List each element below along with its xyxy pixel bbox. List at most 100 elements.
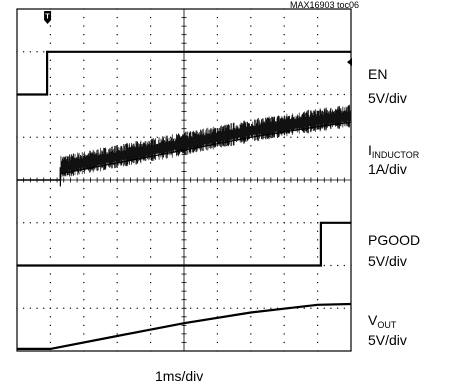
grid-dot [216, 256, 218, 258]
grid-dot [263, 136, 265, 138]
grid-dot [96, 222, 98, 224]
grid-dot [16, 136, 18, 138]
grid-dot [317, 25, 319, 27]
grid-dot [276, 222, 279, 224]
grid-dot [283, 324, 285, 326]
grid-dot [210, 222, 212, 224]
grid-dot [317, 145, 319, 147]
grid-dot [250, 222, 252, 224]
grid-dot [49, 316, 51, 318]
grid-dot [223, 93, 225, 96]
grid-dot [283, 162, 285, 164]
grid-dot [43, 222, 45, 224]
grid-dot [317, 162, 319, 164]
grid-dot [123, 222, 125, 224]
grid-dot [49, 230, 51, 232]
grid-dot [216, 42, 218, 44]
grid-dot [317, 341, 319, 344]
grid-dot [283, 93, 285, 96]
grid-dot [116, 324, 118, 326]
grid-dot [23, 51, 25, 53]
grid-dot [263, 222, 265, 224]
grid-dot [216, 239, 218, 241]
grid-dot [56, 222, 58, 224]
grid-dot [317, 247, 319, 249]
grid-dot [216, 222, 218, 224]
grid-dot [83, 196, 85, 198]
grid-dot [330, 93, 332, 96]
grid-dot [317, 93, 319, 96]
grid-dot [76, 93, 78, 96]
grid-dot [83, 136, 85, 138]
grid-dot [116, 93, 118, 96]
grid-dot [216, 34, 218, 36]
grid-dot [303, 222, 305, 224]
grid-dot [83, 247, 85, 249]
grid-dot [123, 93, 125, 96]
grid-dot [49, 42, 51, 44]
grid-dot [150, 34, 152, 36]
grid-dot [76, 222, 78, 224]
grid-dot [317, 16, 319, 19]
grid-dot [190, 307, 192, 309]
trace-pgood [17, 221, 351, 267]
grid-dot [89, 93, 92, 96]
grid-dot [83, 290, 85, 292]
grid-dot [163, 307, 165, 309]
grid-dot [89, 136, 92, 138]
grid-dot [83, 145, 85, 147]
grid-dot [83, 42, 85, 44]
grid-dot [49, 128, 51, 130]
grid-dot [230, 222, 232, 224]
oscilloscope-traces [17, 50, 352, 350]
grid-dot [290, 93, 292, 96]
grid-dot [116, 170, 118, 173]
grid-dot [116, 239, 118, 241]
channel-scale-vout: 5V/div [368, 332, 407, 348]
grid-dot [250, 299, 252, 301]
grid-dot [150, 170, 152, 173]
grid-dot [250, 256, 252, 258]
grid-dot [49, 290, 51, 292]
grid-dot [150, 85, 152, 87]
grid-dot [323, 136, 325, 138]
grid-dot [343, 136, 345, 138]
grid-dot [83, 299, 85, 301]
grid-dot [250, 205, 252, 207]
grid-dot [243, 307, 245, 309]
grid-dot [83, 128, 85, 130]
grid-dot [83, 273, 85, 275]
grid-dot [337, 136, 339, 138]
grid-dot [150, 25, 152, 27]
grid-dot [150, 162, 152, 164]
grid-dot [250, 102, 252, 104]
grid-dot [250, 93, 252, 96]
grid-dot [250, 111, 252, 113]
grid-dot [83, 222, 85, 224]
grid-dot [216, 247, 218, 249]
grid-dot [116, 25, 118, 27]
grid-dot [136, 93, 138, 96]
grid-dot [283, 247, 285, 249]
grid-dot [317, 42, 319, 44]
grid-dot [49, 282, 51, 284]
grid-dot [216, 102, 218, 104]
grid-dot [150, 42, 152, 44]
grid-dot [150, 93, 152, 96]
grid-dot [283, 25, 285, 27]
grid-dot [330, 264, 332, 267]
grid-dot [116, 34, 118, 36]
grid-dot [83, 68, 85, 70]
grid-dot [276, 307, 279, 309]
grid-dot [16, 51, 18, 53]
channel-label-iinductor: IINDUCTOR [368, 142, 420, 160]
grid-dot [303, 307, 305, 309]
grid-dot [216, 333, 218, 335]
grid-dot [283, 42, 285, 44]
grid-dot [83, 187, 85, 190]
grid-dot [176, 222, 178, 224]
grid-dot [63, 136, 65, 138]
grid-dot [283, 34, 285, 36]
grid-dot [116, 8, 118, 10]
grid-dot [216, 213, 218, 215]
